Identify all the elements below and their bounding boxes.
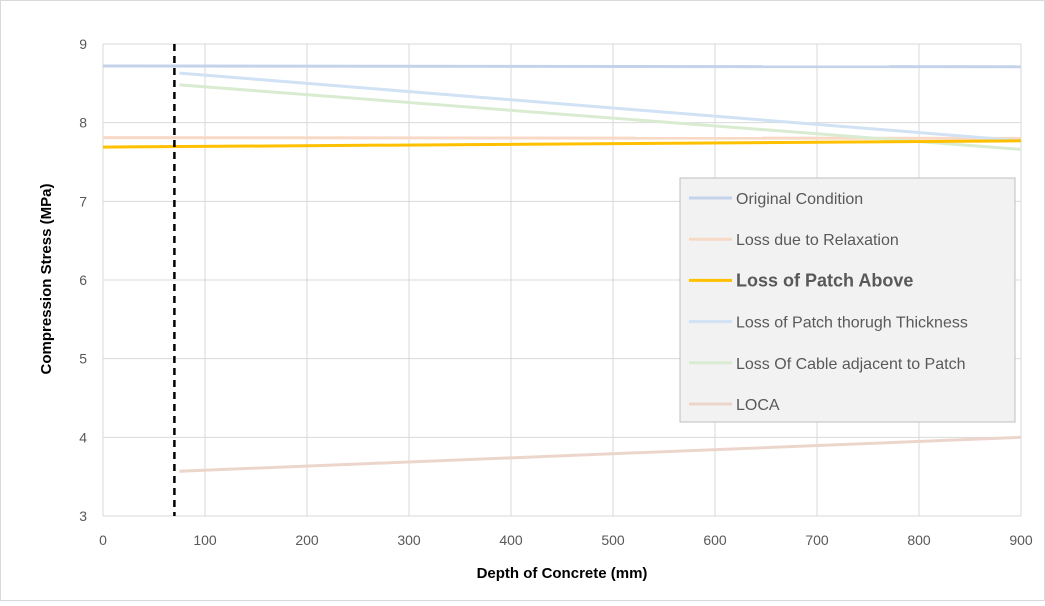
legend-items: Original Condition Loss due to Relaxation… [689, 191, 968, 414]
y-tick-label: 9 [79, 36, 87, 52]
y-axis-title: Compression Stress (MPa) [38, 184, 55, 375]
x-tick-label: 600 [703, 532, 727, 548]
y-tick-label: 8 [79, 115, 87, 131]
y-tick-label: 3 [79, 508, 87, 524]
series-line-5 [179, 435, 1022, 473]
legend-label-2: Loss of Patch Above [736, 270, 913, 290]
legend: Original Condition Loss due to Relaxation… [679, 177, 1016, 423]
legend-label-5: LOCA [736, 397, 780, 414]
x-tick-label: 400 [499, 532, 523, 548]
series-line-0 [102, 64, 1022, 69]
y-tick-label: 7 [79, 193, 87, 209]
x-tick-label: 900 [1009, 532, 1033, 548]
series-lines [102, 64, 1022, 473]
legend-label-4: Loss Of Cable adjacent to Patch [736, 356, 965, 373]
series-line-3 [179, 71, 1022, 143]
y-tick-label: 4 [79, 429, 87, 445]
x-tick-label: 800 [907, 532, 931, 548]
x-tick-label: 700 [805, 532, 829, 548]
x-tick-label: 500 [601, 532, 625, 548]
legend-label-3: Loss of Patch thorugh Thickness [736, 315, 968, 332]
x-axis-title: Depth of Concrete (mm) [477, 565, 648, 582]
tick-labels: 0 100 200 300 400 500 600 700 800 900 3 4 5 6 7 8 9 [79, 36, 1033, 548]
x-tick-label: 100 [193, 532, 217, 548]
legend-label-0: Original Condition [736, 191, 863, 208]
y-tick-label: 6 [79, 272, 87, 288]
legend-label-1: Loss due to Relaxation [736, 232, 899, 249]
x-tick-label: 200 [295, 532, 319, 548]
series-line-4 [179, 83, 1022, 151]
x-tick-label: 300 [397, 532, 421, 548]
x-tick-label: 0 [99, 532, 107, 548]
legend-box [679, 177, 1016, 423]
series-line-2 [102, 139, 1022, 149]
y-tick-label: 5 [79, 351, 87, 367]
